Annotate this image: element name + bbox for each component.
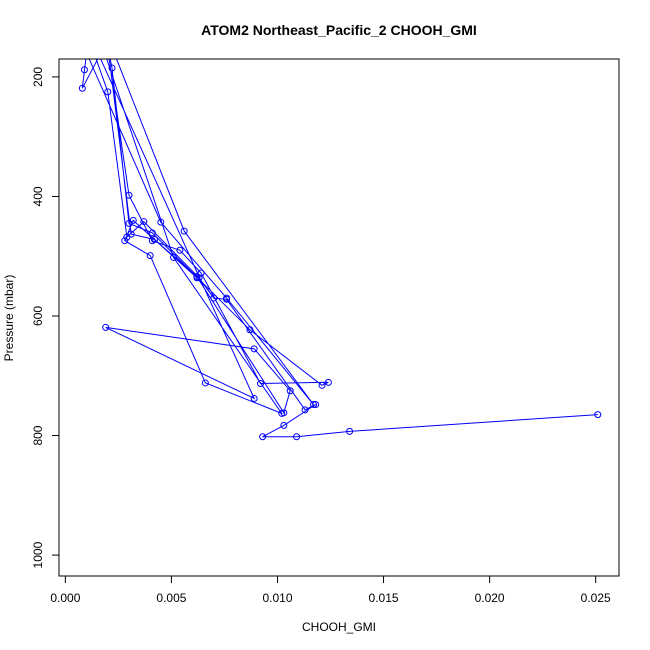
data-point [278, 409, 286, 417]
y-tick-label: 600 [31, 306, 45, 326]
x-axis-label: CHOOH_GMI [302, 620, 376, 634]
data-point [301, 406, 309, 414]
data-point [111, 50, 117, 56]
x-tick-label: 0.015 [369, 591, 399, 605]
data-point [286, 387, 294, 395]
data-point [105, 47, 111, 53]
data-point [250, 345, 258, 353]
series-line [81, 59, 598, 438]
plot-area [78, 44, 602, 441]
x-tick-label: 0.020 [475, 591, 505, 605]
data-point [259, 433, 267, 441]
y-tick-label: 800 [31, 425, 45, 445]
data-point [157, 218, 165, 226]
x-axis: 0.000 0.005 0.010 0.015 0.020 0.025 [50, 575, 611, 605]
data-point [129, 216, 137, 224]
data-point [121, 237, 129, 245]
y-tick-label: 200 [31, 67, 45, 87]
data-point [346, 427, 354, 435]
data-point [210, 294, 218, 302]
x-tick-label: 0.010 [262, 591, 292, 605]
data-point [148, 229, 156, 237]
data-point [125, 191, 133, 199]
data-point [108, 64, 116, 72]
data-point [257, 380, 265, 388]
y-tick-label: 400 [31, 186, 45, 206]
data-point [223, 294, 231, 302]
y-tick-label: 1000 [31, 541, 45, 568]
data-point [93, 59, 97, 60]
data-point [193, 274, 201, 282]
data-point [127, 230, 135, 238]
data-point [250, 394, 258, 402]
data-point [246, 326, 254, 334]
data-point [197, 269, 205, 277]
y-axis: 200 400 600 800 1000 [31, 67, 60, 568]
plot-frame [58, 58, 620, 577]
data-point [80, 66, 88, 74]
data-point [176, 246, 184, 254]
data-point [102, 323, 110, 331]
data-point [324, 378, 332, 386]
data-point [140, 218, 148, 226]
data-point [170, 253, 178, 261]
x-tick-label: 0.000 [50, 591, 80, 605]
data-point [310, 400, 318, 408]
data-point [293, 433, 301, 441]
data-point [318, 381, 326, 389]
data-point [78, 84, 86, 92]
data-point [201, 379, 209, 387]
data-point [105, 44, 111, 50]
data-point [150, 236, 158, 244]
chart-title: ATOM2 Northeast_Pacific_2 CHOOH_GMI [201, 22, 477, 38]
x-tick-label: 0.025 [581, 591, 611, 605]
data-point [280, 421, 288, 429]
data-point [594, 411, 602, 419]
x-tick-label: 0.005 [156, 591, 186, 605]
data-point [104, 88, 112, 96]
y-axis-label: Pressure (mbar) [2, 275, 16, 362]
data-point [103, 59, 108, 60]
data-point [312, 400, 320, 408]
data-point [97, 59, 102, 60]
data-point [146, 252, 154, 260]
data-point [84, 50, 90, 56]
data-point [180, 227, 188, 235]
